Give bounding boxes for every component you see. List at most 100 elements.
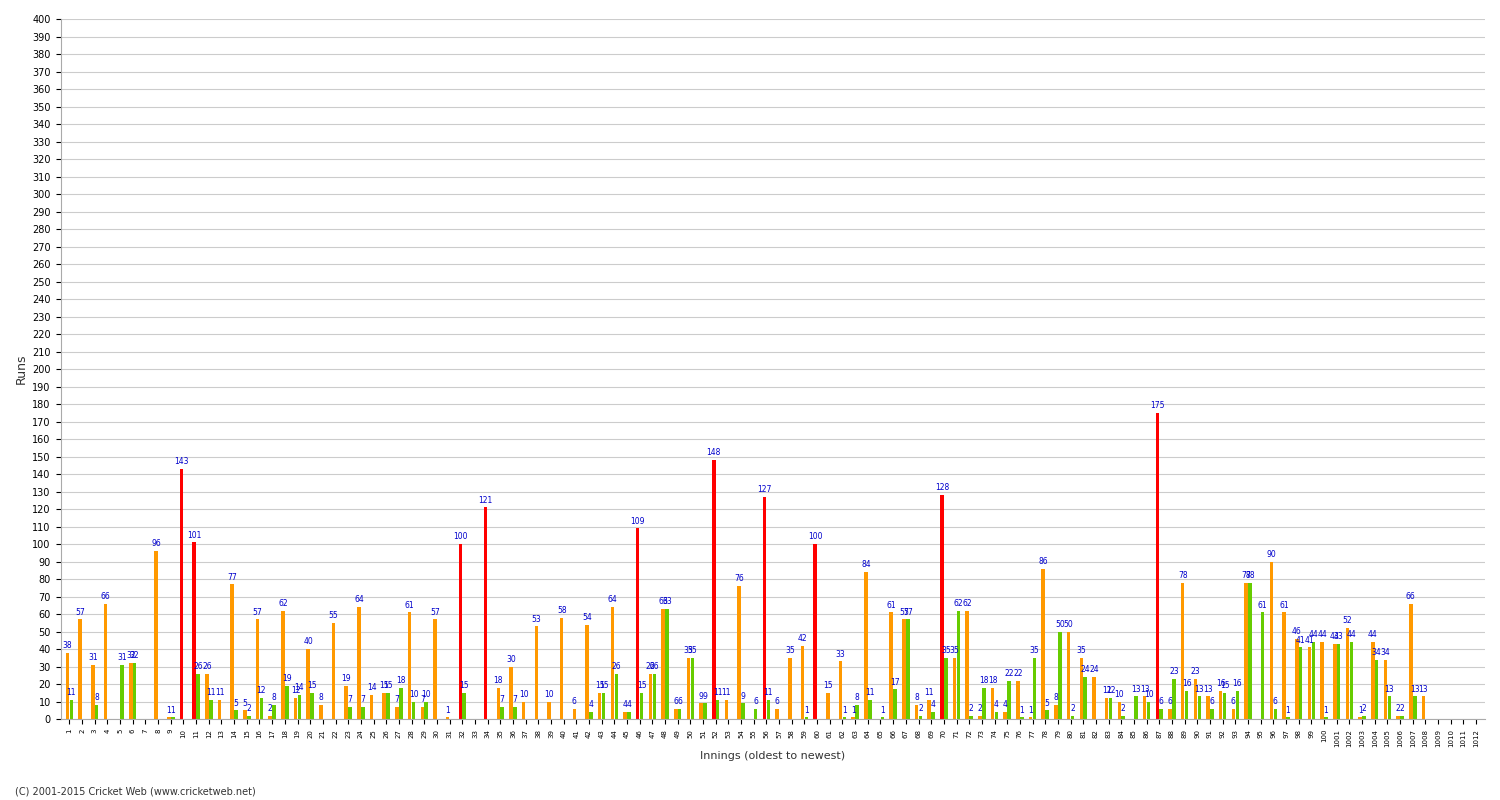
Text: 43: 43: [1330, 632, 1340, 642]
Bar: [217, 700, 222, 719]
Bar: [78, 619, 82, 719]
Bar: [1197, 696, 1202, 719]
Text: 24: 24: [1080, 666, 1090, 674]
Text: 35: 35: [687, 646, 698, 655]
Bar: [424, 702, 427, 719]
Bar: [1041, 569, 1046, 719]
Bar: [788, 658, 792, 719]
Bar: [741, 703, 746, 719]
X-axis label: Innings (oldest to newest): Innings (oldest to newest): [700, 751, 846, 761]
Text: 1: 1: [446, 706, 450, 714]
Text: 1: 1: [166, 706, 171, 714]
Text: 13: 13: [1410, 685, 1419, 694]
Bar: [687, 658, 690, 719]
Text: 15: 15: [459, 682, 470, 690]
Text: 15: 15: [308, 682, 316, 690]
Text: 5: 5: [243, 698, 248, 708]
Bar: [234, 710, 238, 719]
Bar: [855, 705, 859, 719]
Text: 6: 6: [1209, 697, 1215, 706]
Text: 11: 11: [764, 688, 772, 698]
Text: 42: 42: [798, 634, 807, 643]
Bar: [894, 690, 897, 719]
Text: 62: 62: [278, 599, 288, 608]
Bar: [1194, 679, 1197, 719]
Bar: [636, 528, 639, 719]
Text: 143: 143: [174, 457, 189, 466]
Bar: [1118, 702, 1120, 719]
Bar: [362, 707, 364, 719]
Bar: [615, 674, 618, 719]
Text: 8: 8: [272, 694, 276, 702]
Bar: [944, 658, 948, 719]
Bar: [699, 703, 703, 719]
Text: 62: 62: [954, 599, 963, 608]
Text: 7: 7: [348, 695, 352, 704]
Bar: [1401, 716, 1404, 719]
Bar: [260, 698, 262, 719]
Bar: [952, 658, 957, 719]
Bar: [915, 705, 918, 719]
Text: 10: 10: [519, 690, 528, 699]
Bar: [1092, 677, 1095, 719]
Bar: [1308, 647, 1311, 719]
Text: 61: 61: [1258, 601, 1268, 610]
Text: 63: 63: [658, 598, 668, 606]
Text: 40: 40: [303, 638, 313, 646]
Bar: [932, 712, 934, 719]
Text: 57: 57: [430, 608, 439, 617]
Bar: [762, 497, 766, 719]
Text: 9: 9: [741, 692, 746, 701]
Text: 90: 90: [1266, 550, 1276, 559]
Bar: [1408, 603, 1413, 719]
Text: 11: 11: [214, 688, 225, 698]
Bar: [724, 700, 728, 719]
Bar: [1422, 696, 1425, 719]
Text: 9: 9: [699, 692, 703, 701]
Text: 19: 19: [282, 674, 291, 683]
Bar: [120, 665, 124, 719]
Text: 2: 2: [1362, 704, 1366, 713]
Text: 55: 55: [328, 611, 339, 620]
Text: 175: 175: [1150, 401, 1164, 410]
Bar: [1122, 716, 1125, 719]
Bar: [1180, 582, 1185, 719]
Bar: [273, 705, 276, 719]
Text: 13: 13: [1194, 685, 1204, 694]
Text: 2: 2: [1070, 704, 1076, 713]
Text: 128: 128: [934, 483, 950, 493]
Text: 58: 58: [556, 606, 567, 615]
Bar: [255, 619, 260, 719]
Bar: [285, 686, 288, 719]
Bar: [776, 709, 778, 719]
Bar: [268, 716, 272, 719]
Text: 19: 19: [342, 674, 351, 683]
Text: 17: 17: [891, 678, 900, 686]
Bar: [674, 709, 678, 719]
Bar: [716, 700, 720, 719]
Text: 31: 31: [88, 654, 98, 662]
Bar: [129, 663, 132, 719]
Text: 10: 10: [1144, 690, 1154, 699]
Bar: [640, 693, 644, 719]
Text: 96: 96: [152, 539, 160, 549]
Text: 62: 62: [963, 599, 972, 608]
Text: 26: 26: [202, 662, 211, 671]
Bar: [868, 700, 871, 719]
Text: 43: 43: [1334, 632, 1344, 642]
Text: 1: 1: [171, 706, 176, 714]
Text: 2: 2: [969, 704, 974, 713]
Text: 26: 26: [650, 662, 658, 671]
Bar: [1388, 696, 1390, 719]
Bar: [662, 609, 664, 719]
Text: 4: 4: [994, 701, 999, 710]
Text: 18: 18: [494, 676, 502, 685]
Bar: [394, 707, 399, 719]
Bar: [1311, 642, 1316, 719]
Bar: [1020, 718, 1023, 719]
Bar: [484, 507, 488, 719]
Bar: [1106, 698, 1108, 719]
Text: 26: 26: [194, 662, 202, 671]
Text: 1: 1: [1028, 706, 1033, 714]
Text: 57: 57: [898, 608, 909, 617]
